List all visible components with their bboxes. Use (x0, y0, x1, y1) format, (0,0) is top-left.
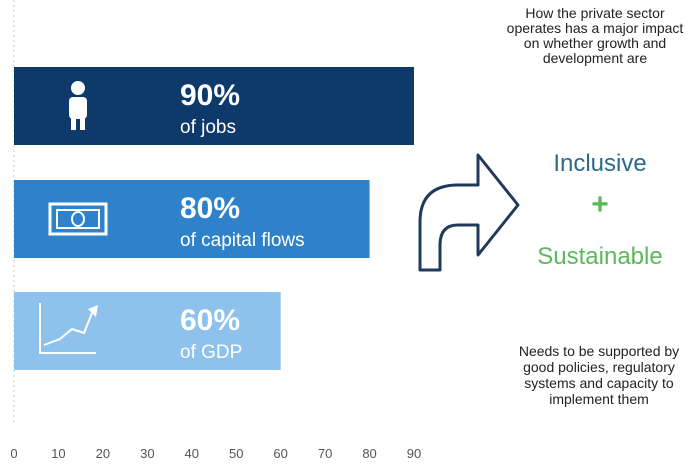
growth-line (43, 312, 93, 346)
x-tick-label: 20 (96, 446, 110, 461)
bottom-description: Needs to be supported by good policies, … (518, 343, 680, 407)
bar-1 (14, 180, 370, 258)
bar-category-label-0: of jobs (180, 117, 236, 138)
x-tick-label: 70 (318, 446, 332, 461)
bar-category-label-2: of GDP (180, 342, 242, 363)
top-description: How the private sector operates has a ma… (506, 5, 684, 66)
person-head (71, 81, 85, 95)
inclusive-label: Inclusive (553, 150, 647, 177)
plus-sign: + (591, 188, 609, 221)
x-tick-label: 30 (140, 446, 154, 461)
person-leg-right (80, 116, 85, 130)
x-tick-label: 10 (51, 446, 65, 461)
banknote-coin (71, 211, 85, 227)
growth-chart-icon (39, 303, 98, 354)
sustainable-label: Sustainable (537, 243, 663, 270)
banknote-outer (48, 202, 108, 236)
banknote-inner (56, 209, 100, 229)
growth-arrowhead (88, 305, 98, 317)
x-tick-label: 60 (273, 446, 287, 461)
person-icon (69, 81, 87, 130)
bar-value-label-0: 90% (180, 79, 240, 112)
x-tick-label: 0 (10, 446, 17, 461)
curved-arrow-icon (418, 153, 520, 272)
bar-value-label-1: 80% (180, 192, 240, 225)
x-tick-label: 50 (229, 446, 243, 461)
x-tick-label: 80 (362, 446, 376, 461)
bar-2 (14, 292, 281, 370)
bar-category-label-1: of capital flows (180, 230, 305, 251)
bar-value-label-2: 60% (180, 304, 240, 337)
x-tick-label: 90 (407, 446, 421, 461)
banknote-icon (48, 202, 108, 236)
growth-axes (39, 303, 96, 354)
x-tick-label: 40 (185, 446, 199, 461)
person-leg-left (71, 116, 76, 130)
person-body (69, 97, 87, 119)
